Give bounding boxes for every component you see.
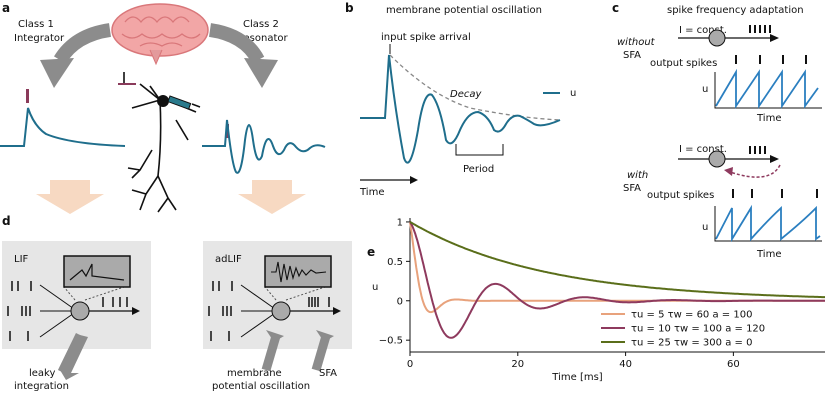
legend-label-2: τu = 10 τw = 100 a = 120 [631, 324, 765, 335]
panel-a-label: a [2, 1, 10, 15]
lif-unit [7, 255, 140, 341]
lif-title: LIF [14, 254, 29, 265]
without-label-2: SFA [623, 50, 641, 61]
brain-icon [111, 3, 209, 66]
panel-c-title: spike frequency adaptation [667, 5, 804, 16]
x-axis-label: Time [ms] [551, 372, 603, 383]
legend-label-1: τu = 5 τw = 60 a = 100 [631, 310, 752, 321]
leaky-arrow-shaft [57, 333, 85, 374]
class2-title: Class 2 [243, 19, 279, 30]
output-spikes-label-bottom: output spikes [647, 190, 714, 201]
down-arrow-right [238, 180, 306, 214]
y-tick-label: 1 [397, 217, 403, 228]
y-tick-label: 0 [397, 296, 403, 307]
down-arrow-left [36, 180, 104, 214]
period-label: Period [463, 164, 494, 175]
without-label-1: without [617, 37, 656, 48]
legend-u-label: u [570, 88, 576, 99]
trace-bottom [715, 204, 821, 243]
series-line-2 [409, 221, 825, 339]
trace-top [715, 68, 819, 109]
adlif-title: adLIF [215, 254, 242, 265]
neuron-top [708, 29, 726, 47]
electrode-icon [167, 95, 201, 110]
panel-c-label: c [612, 1, 619, 15]
oscillation-trace [360, 54, 561, 164]
u-label-top: u [702, 84, 708, 95]
panel-e-label: e [367, 245, 375, 259]
class1-subtitle: Integrator [14, 33, 65, 44]
membrane-label-1: membrane [227, 368, 282, 379]
sfa-arrow-head [316, 330, 334, 342]
neuron-bottom [708, 150, 726, 168]
i-const-label-bottom: I = const. [679, 144, 727, 155]
u-label-bottom: u [702, 222, 708, 233]
time-label-top: Time [756, 113, 781, 124]
class1-title: Class 1 [18, 19, 54, 30]
x-tick-label: 60 [727, 359, 740, 370]
legend-label-3: τu = 25 τw = 300 a = 0 [631, 338, 752, 349]
feedback-arrow-head [724, 167, 733, 176]
axes-top [714, 72, 822, 109]
leaky-label-2: integration [14, 381, 69, 392]
x-tick-label: 0 [407, 359, 413, 370]
class1-input-spike [26, 89, 29, 103]
time-arrow-b-head [410, 176, 418, 184]
period-bracket [455, 144, 504, 156]
y-tick-label: 0.5 [387, 257, 403, 268]
series-line-3 [409, 221, 825, 299]
input-spikes-top [749, 25, 771, 33]
membrane-arrow-head [266, 330, 284, 342]
panel-b-title: membrane potential oscillation [386, 5, 542, 16]
neuron-icon [118, 72, 197, 213]
y-tick-label: −0.5 [379, 336, 403, 347]
membrane-label-2: potential oscillation [212, 381, 310, 392]
y-axis-label: u [372, 282, 378, 293]
arrow-bottom-head [770, 155, 779, 163]
input-spike-label: input spike arrival [381, 32, 471, 43]
decay-envelope [389, 54, 561, 121]
axes-bottom [714, 206, 822, 242]
time-label-b: Time [359, 187, 384, 198]
arrow-to-class2-head [244, 58, 278, 88]
output-spikes-label-top: output spikes [650, 58, 717, 69]
sfa-label: SFA [319, 368, 337, 379]
neuron-soma [157, 95, 169, 107]
with-label-1: with [627, 170, 648, 181]
class2-subtitle: Resonator [237, 33, 288, 44]
adlif-unit [208, 255, 341, 341]
x-tick-label: 40 [619, 359, 632, 370]
chart-e: 0 20 40 60 −0.5 0 0.5 1 Time [ms] u τu = 5 τw = 60… [372, 217, 825, 383]
panel-d-label: d [2, 214, 11, 228]
x-tick-label: 20 [511, 359, 524, 370]
output-spikes-top [735, 55, 807, 64]
time-label-bottom: Time [756, 249, 781, 260]
with-label-2: SFA [623, 183, 641, 194]
input-spikes-bottom [749, 146, 766, 154]
arrow-to-class1-head [40, 58, 74, 88]
arrow-to-class1 [53, 23, 112, 64]
series-line-1 [409, 221, 825, 314]
leaky-label-1: leaky [29, 368, 55, 379]
class1-trace [0, 107, 126, 147]
arrow-top-head [770, 34, 779, 42]
decay-label: Decay [450, 89, 482, 100]
output-spikes-bottom [732, 189, 818, 198]
class2-trace [202, 119, 326, 174]
panel-b-label: b [345, 1, 354, 15]
feedback-arrow [729, 164, 781, 178]
arrow-to-class2 [208, 23, 265, 64]
i-const-label-top: I = const. [679, 25, 727, 36]
